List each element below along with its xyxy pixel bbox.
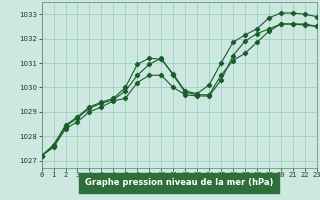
X-axis label: Graphe pression niveau de la mer (hPa): Graphe pression niveau de la mer (hPa) bbox=[85, 178, 273, 187]
